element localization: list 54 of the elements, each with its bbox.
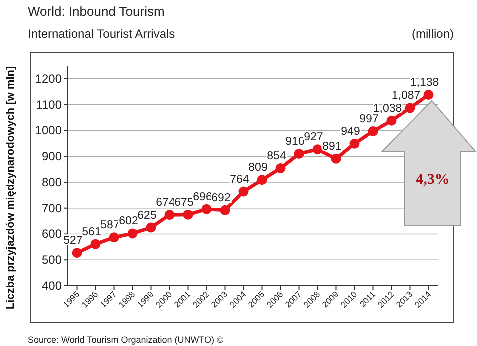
data-label: 910 [286, 136, 305, 148]
point [331, 154, 342, 164]
data-label: 997 [360, 113, 379, 126]
data-label: 891 [322, 140, 342, 153]
point [202, 204, 212, 214]
data-label: 1,138 [410, 76, 440, 89]
y-tick-label: 600 [42, 227, 62, 242]
point [276, 163, 286, 174]
y-tick-label: 900 [42, 150, 62, 164]
y-tick-label: 1000 [35, 124, 62, 138]
data-label: 949 [341, 126, 360, 138]
point [220, 205, 230, 216]
chart-title: World: Inbound Tourism [28, 4, 165, 19]
point [109, 232, 120, 243]
data-label: 927 [304, 132, 324, 144]
data-label: 625 [138, 210, 157, 222]
point [386, 116, 397, 126]
data-label: 809 [248, 162, 268, 174]
point [238, 186, 249, 197]
data-label: 692 [212, 192, 231, 204]
point [183, 210, 194, 220]
point [257, 175, 268, 186]
point [424, 90, 434, 100]
data-label: 674 [156, 197, 176, 210]
chart-subtitle: International Tourist Arrivals [28, 27, 176, 41]
point [294, 149, 304, 159]
y-tick-label: 400 [42, 279, 62, 293]
point [164, 210, 175, 220]
point [405, 103, 416, 114]
text: (million) [412, 27, 454, 41]
point [350, 138, 360, 149]
annotation: 4,3% [416, 172, 450, 188]
data-label: 696 [193, 191, 212, 204]
data-label: 561 [82, 226, 102, 238]
y-tick-label: 800 [42, 175, 62, 190]
data-label: 854 [267, 150, 287, 162]
y-tick-label: 1100 [36, 98, 62, 112]
y-tick-label: 500 [42, 253, 62, 268]
point [368, 126, 378, 136]
point [90, 239, 101, 250]
point [72, 248, 82, 258]
data-label: 1,038 [373, 102, 402, 115]
data-label: 675 [174, 196, 194, 209]
y-axis-title: Liczba przyjazdów międzynarodowych [w mln] [5, 66, 17, 310]
data-label: 587 [100, 220, 120, 232]
data-label: 602 [119, 216, 138, 228]
y-tick-label: 700 [42, 201, 62, 216]
data-label: 1,087 [392, 90, 421, 102]
source-note: Source: World Tourism Organization (UNWTO) © [28, 335, 224, 345]
data-label: 764 [230, 174, 250, 186]
y-tick-label: 1200 [35, 72, 62, 86]
point [146, 222, 156, 233]
point [128, 228, 138, 239]
point [312, 144, 323, 155]
